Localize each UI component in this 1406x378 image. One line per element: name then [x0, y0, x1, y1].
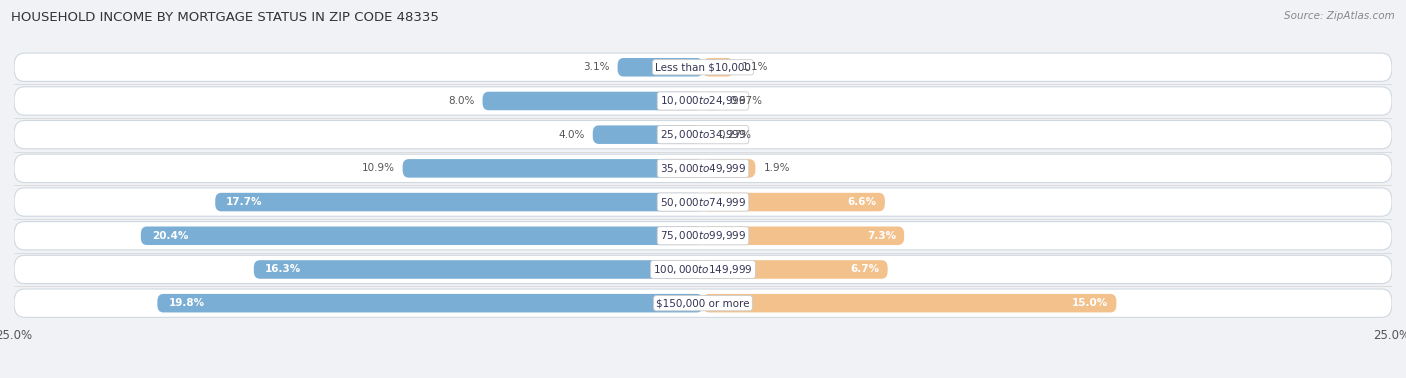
- FancyBboxPatch shape: [703, 260, 887, 279]
- Legend: Without Mortgage, With Mortgage: Without Mortgage, With Mortgage: [579, 375, 827, 378]
- Text: 20.4%: 20.4%: [152, 231, 188, 241]
- FancyBboxPatch shape: [402, 159, 703, 178]
- Text: $10,000 to $24,999: $10,000 to $24,999: [659, 94, 747, 107]
- FancyBboxPatch shape: [14, 154, 1392, 183]
- Text: $35,000 to $49,999: $35,000 to $49,999: [659, 162, 747, 175]
- Text: 17.7%: 17.7%: [226, 197, 263, 207]
- Text: HOUSEHOLD INCOME BY MORTGAGE STATUS IN ZIP CODE 48335: HOUSEHOLD INCOME BY MORTGAGE STATUS IN Z…: [11, 11, 439, 24]
- FancyBboxPatch shape: [14, 53, 1392, 81]
- FancyBboxPatch shape: [141, 226, 703, 245]
- Text: 7.3%: 7.3%: [866, 231, 896, 241]
- Text: $75,000 to $99,999: $75,000 to $99,999: [659, 229, 747, 242]
- Text: 16.3%: 16.3%: [264, 265, 301, 274]
- FancyBboxPatch shape: [482, 92, 703, 110]
- FancyBboxPatch shape: [157, 294, 703, 313]
- FancyBboxPatch shape: [215, 193, 703, 211]
- FancyBboxPatch shape: [617, 58, 703, 76]
- FancyBboxPatch shape: [703, 193, 884, 211]
- Text: 6.7%: 6.7%: [851, 265, 879, 274]
- FancyBboxPatch shape: [14, 255, 1392, 284]
- FancyBboxPatch shape: [703, 58, 734, 76]
- Text: 10.9%: 10.9%: [361, 163, 394, 174]
- Text: $50,000 to $74,999: $50,000 to $74,999: [659, 195, 747, 209]
- Text: $100,000 to $149,999: $100,000 to $149,999: [654, 263, 752, 276]
- FancyBboxPatch shape: [703, 159, 755, 178]
- Text: Source: ZipAtlas.com: Source: ZipAtlas.com: [1284, 11, 1395, 21]
- FancyBboxPatch shape: [14, 87, 1392, 115]
- FancyBboxPatch shape: [14, 289, 1392, 317]
- FancyBboxPatch shape: [14, 188, 1392, 216]
- FancyBboxPatch shape: [254, 260, 703, 279]
- Text: 8.0%: 8.0%: [449, 96, 474, 106]
- FancyBboxPatch shape: [703, 92, 721, 110]
- Text: $150,000 or more: $150,000 or more: [657, 298, 749, 308]
- FancyBboxPatch shape: [703, 226, 904, 245]
- Text: 4.0%: 4.0%: [558, 130, 585, 139]
- Text: Less than $10,000: Less than $10,000: [655, 62, 751, 72]
- Text: 1.1%: 1.1%: [741, 62, 768, 72]
- Text: 19.8%: 19.8%: [169, 298, 204, 308]
- Text: 15.0%: 15.0%: [1071, 298, 1108, 308]
- FancyBboxPatch shape: [703, 125, 710, 144]
- FancyBboxPatch shape: [593, 125, 703, 144]
- FancyBboxPatch shape: [703, 294, 1116, 313]
- FancyBboxPatch shape: [14, 222, 1392, 250]
- Text: 0.27%: 0.27%: [718, 130, 752, 139]
- Text: 1.9%: 1.9%: [763, 163, 790, 174]
- Text: 0.67%: 0.67%: [730, 96, 762, 106]
- Text: $25,000 to $34,999: $25,000 to $34,999: [659, 128, 747, 141]
- Text: 6.6%: 6.6%: [848, 197, 876, 207]
- Text: 3.1%: 3.1%: [583, 62, 609, 72]
- FancyBboxPatch shape: [14, 121, 1392, 149]
